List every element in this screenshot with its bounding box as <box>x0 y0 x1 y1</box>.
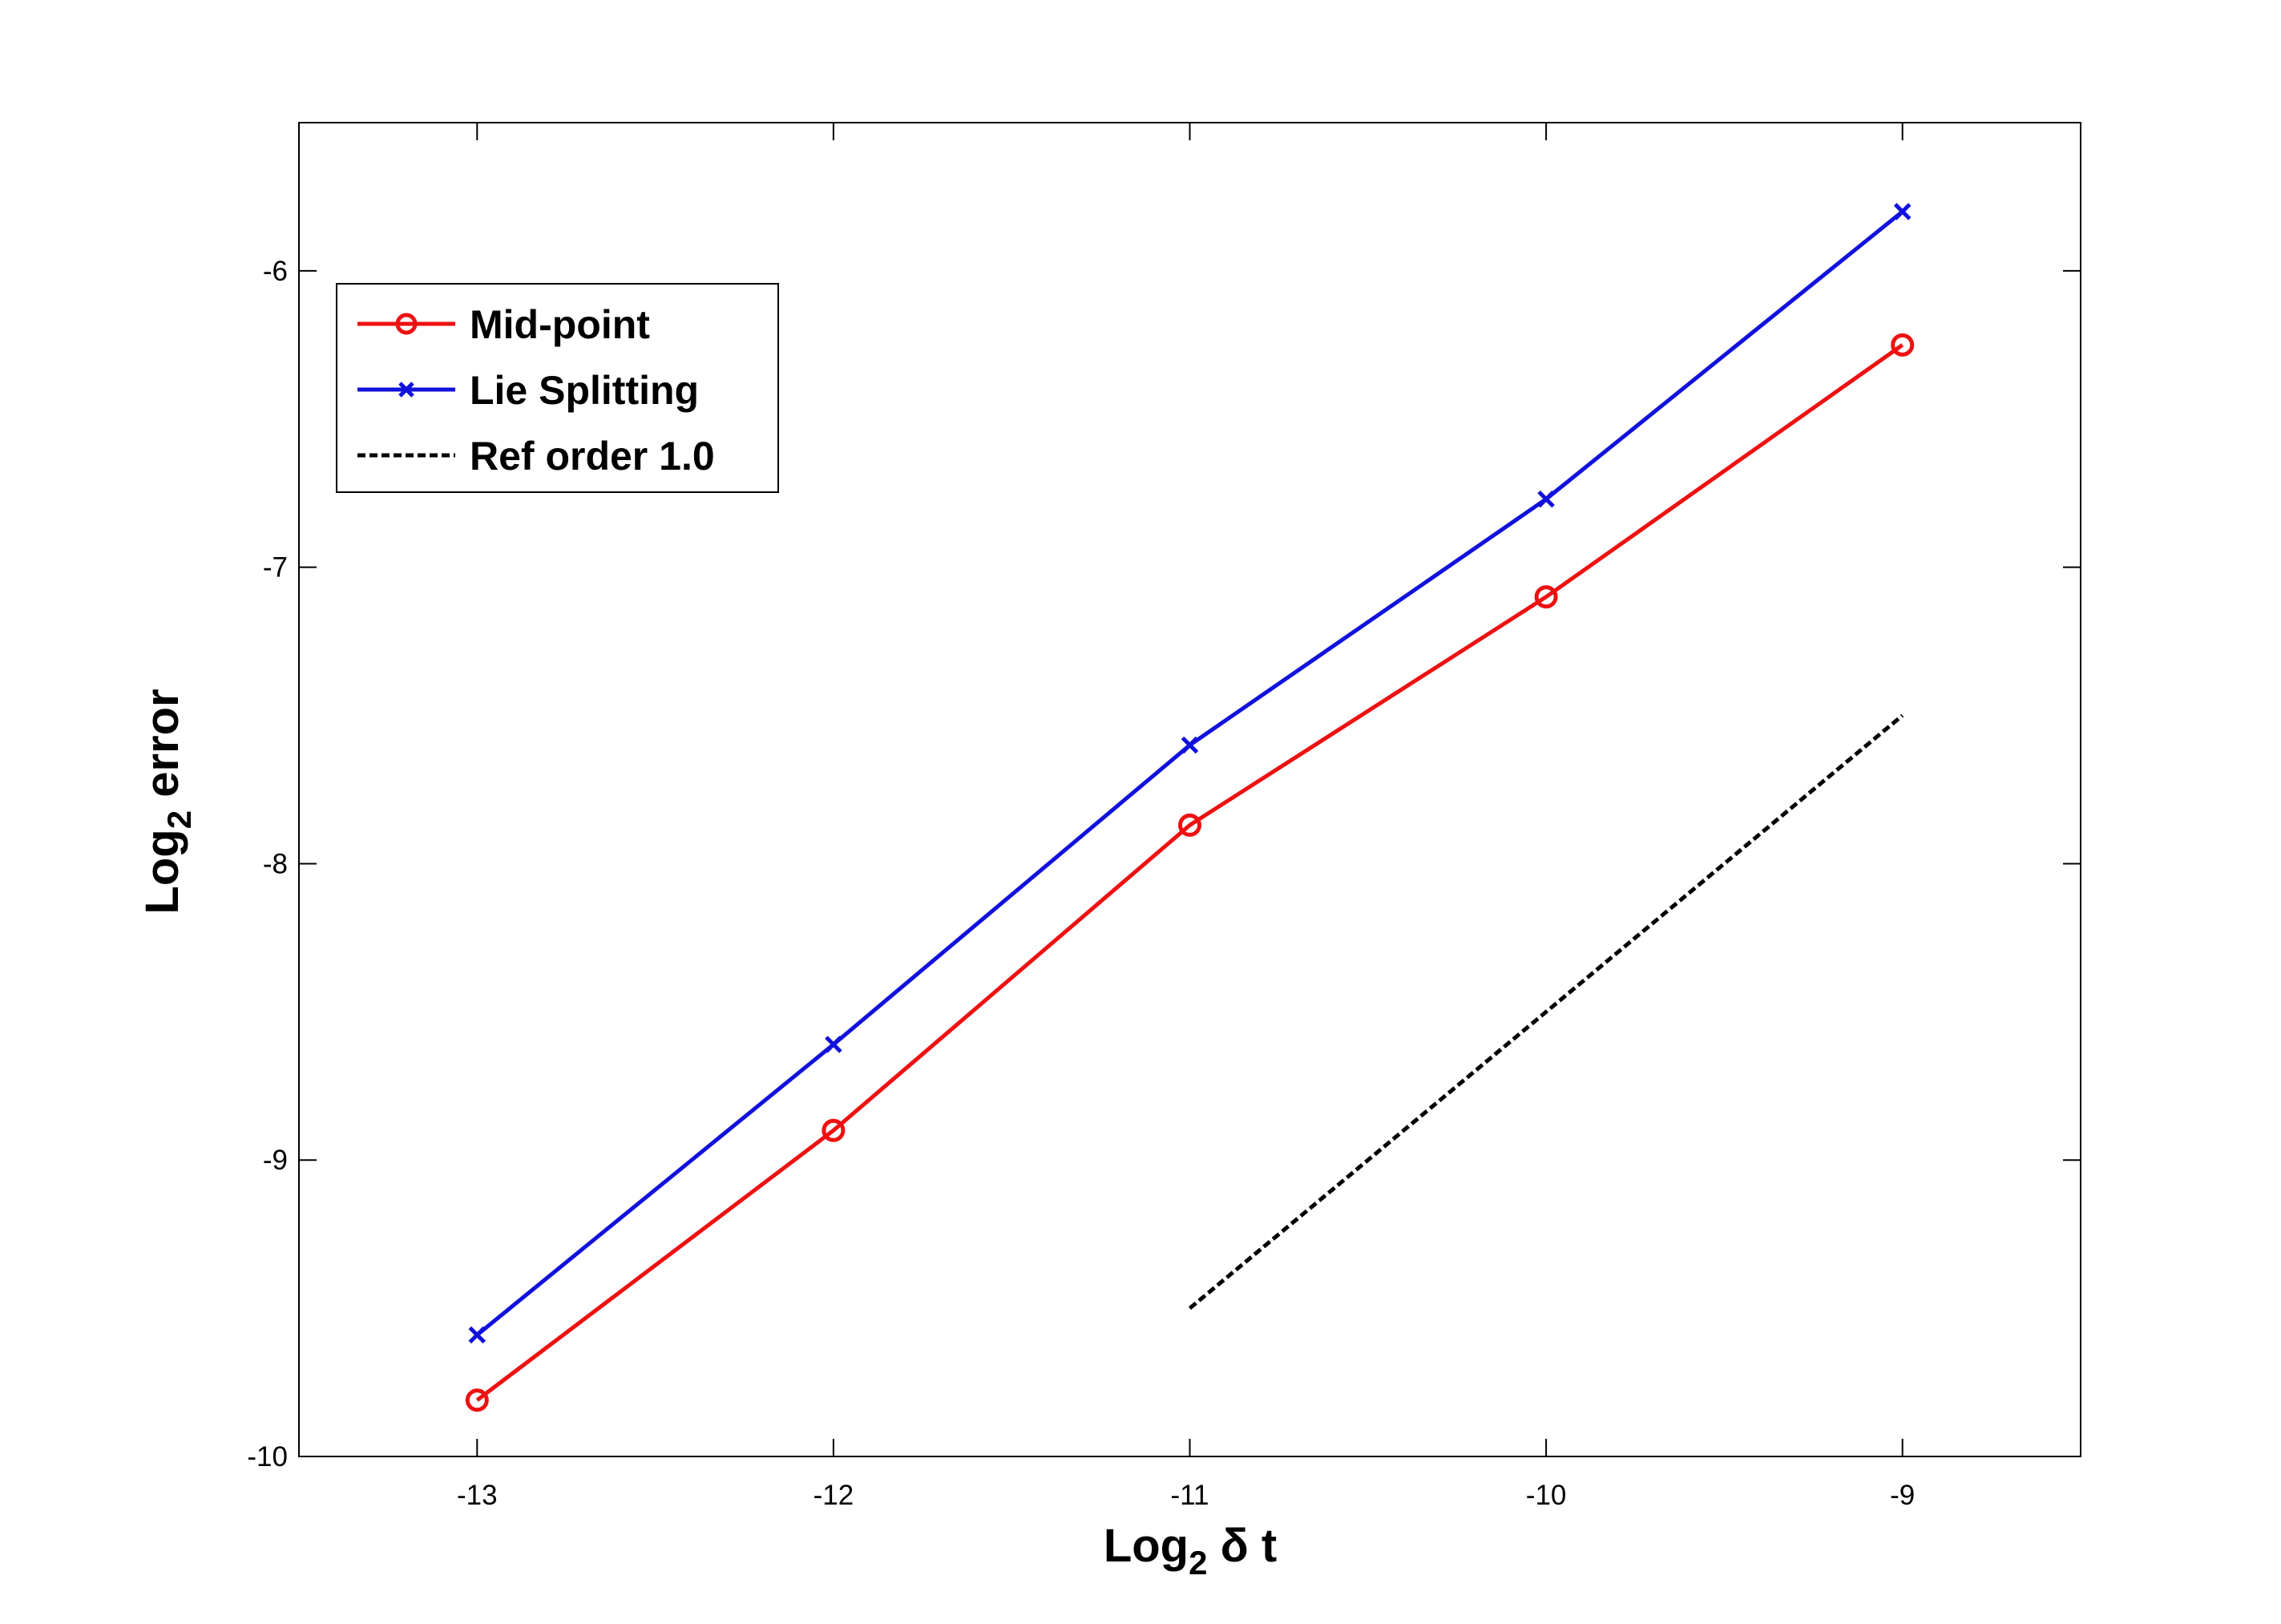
x-tick-label: -13 <box>457 1480 498 1511</box>
series-line-ref-order-1-0 <box>1188 713 1904 1311</box>
x-tick-label: -11 <box>1171 1480 1209 1511</box>
data-point <box>825 1036 842 1053</box>
legend-label-mid-point: Mid-point <box>470 302 650 347</box>
data-point <box>465 1388 489 1412</box>
series-lie-splitting <box>468 203 1912 1344</box>
axis-ticks: -13 -12 -11 -10 -9 -10 -9 -8 -7 -6 <box>247 123 2081 1511</box>
series-line-mid-point <box>475 343 1904 1402</box>
y-axis-label: Log2 error <box>136 689 198 914</box>
legend-label-lie-splitting: Lie Splitting <box>470 368 699 413</box>
y-tick-label: -10 <box>247 1441 288 1473</box>
data-point <box>1178 813 1201 837</box>
x-tick-label: -10 <box>1526 1480 1567 1511</box>
data-point <box>1537 490 1555 508</box>
data-point <box>1891 333 1915 357</box>
legend-label-ref-order-1-0: Ref order 1.0 <box>470 434 715 479</box>
y-tick-label: -8 <box>263 848 288 879</box>
legend-marker <box>395 313 418 335</box>
x-tick-label: -12 <box>813 1480 854 1511</box>
y-tick-label: -7 <box>263 552 288 584</box>
data-point <box>1534 585 1558 609</box>
x-tick-label: -9 <box>1890 1480 1915 1511</box>
legend: Mid-point Lie Splitting Ref order 1.0 <box>336 283 779 493</box>
y-tick-label: -9 <box>263 1145 288 1176</box>
data-point <box>1181 736 1199 754</box>
data-point <box>1893 203 1912 220</box>
legend-marker <box>398 382 414 398</box>
data-point <box>468 1326 486 1344</box>
series-layer <box>465 203 1915 1412</box>
series-ref-order-1-0 <box>1188 713 1904 1311</box>
series-mid-point <box>465 333 1915 1412</box>
data-point <box>822 1118 846 1142</box>
x-axis-label: Log2 δ t <box>1104 1520 1277 1582</box>
y-tick-label: -6 <box>263 256 288 287</box>
